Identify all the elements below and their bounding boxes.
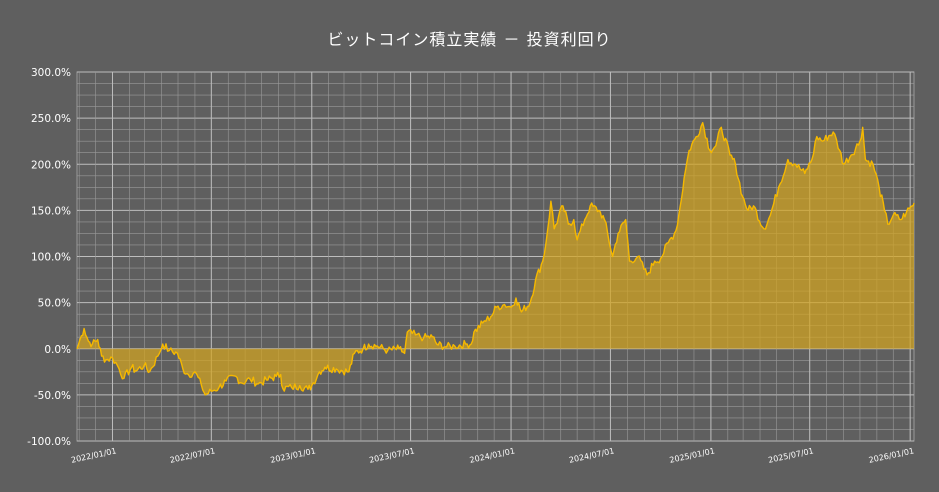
series-area xyxy=(77,122,914,395)
x-tick-label: 2023/07/01 xyxy=(368,446,415,464)
x-tick-label: 2022/07/01 xyxy=(169,446,216,464)
y-tick-label: 250.0% xyxy=(31,113,71,125)
x-tick-label: 2022/01/01 xyxy=(70,446,117,464)
x-tick-label: 2025/07/01 xyxy=(767,446,814,464)
x-tick-label: 2024/07/01 xyxy=(568,446,615,464)
y-tick-label: 200.0% xyxy=(31,159,71,171)
x-tick-label: 2024/01/01 xyxy=(469,446,516,464)
x-tick-label: 2023/01/01 xyxy=(270,446,317,464)
y-tick-label: 300.0% xyxy=(31,67,71,79)
y-tick-label: 100.0% xyxy=(31,252,71,264)
series-line xyxy=(76,122,915,396)
y-tick-label: 150.0% xyxy=(31,205,71,217)
y-tick-label: -100.0% xyxy=(27,436,71,448)
y-tick-label: 0.0% xyxy=(44,344,71,356)
x-tick-label: 2025/01/01 xyxy=(669,446,716,464)
y-tick-label: 50.0% xyxy=(38,298,71,310)
x-tick-label: 2026/01/01 xyxy=(868,446,915,464)
y-tick-label: -50.0% xyxy=(34,390,71,402)
chart-title: ビットコイン積立実績 － 投資利回り xyxy=(327,30,612,49)
